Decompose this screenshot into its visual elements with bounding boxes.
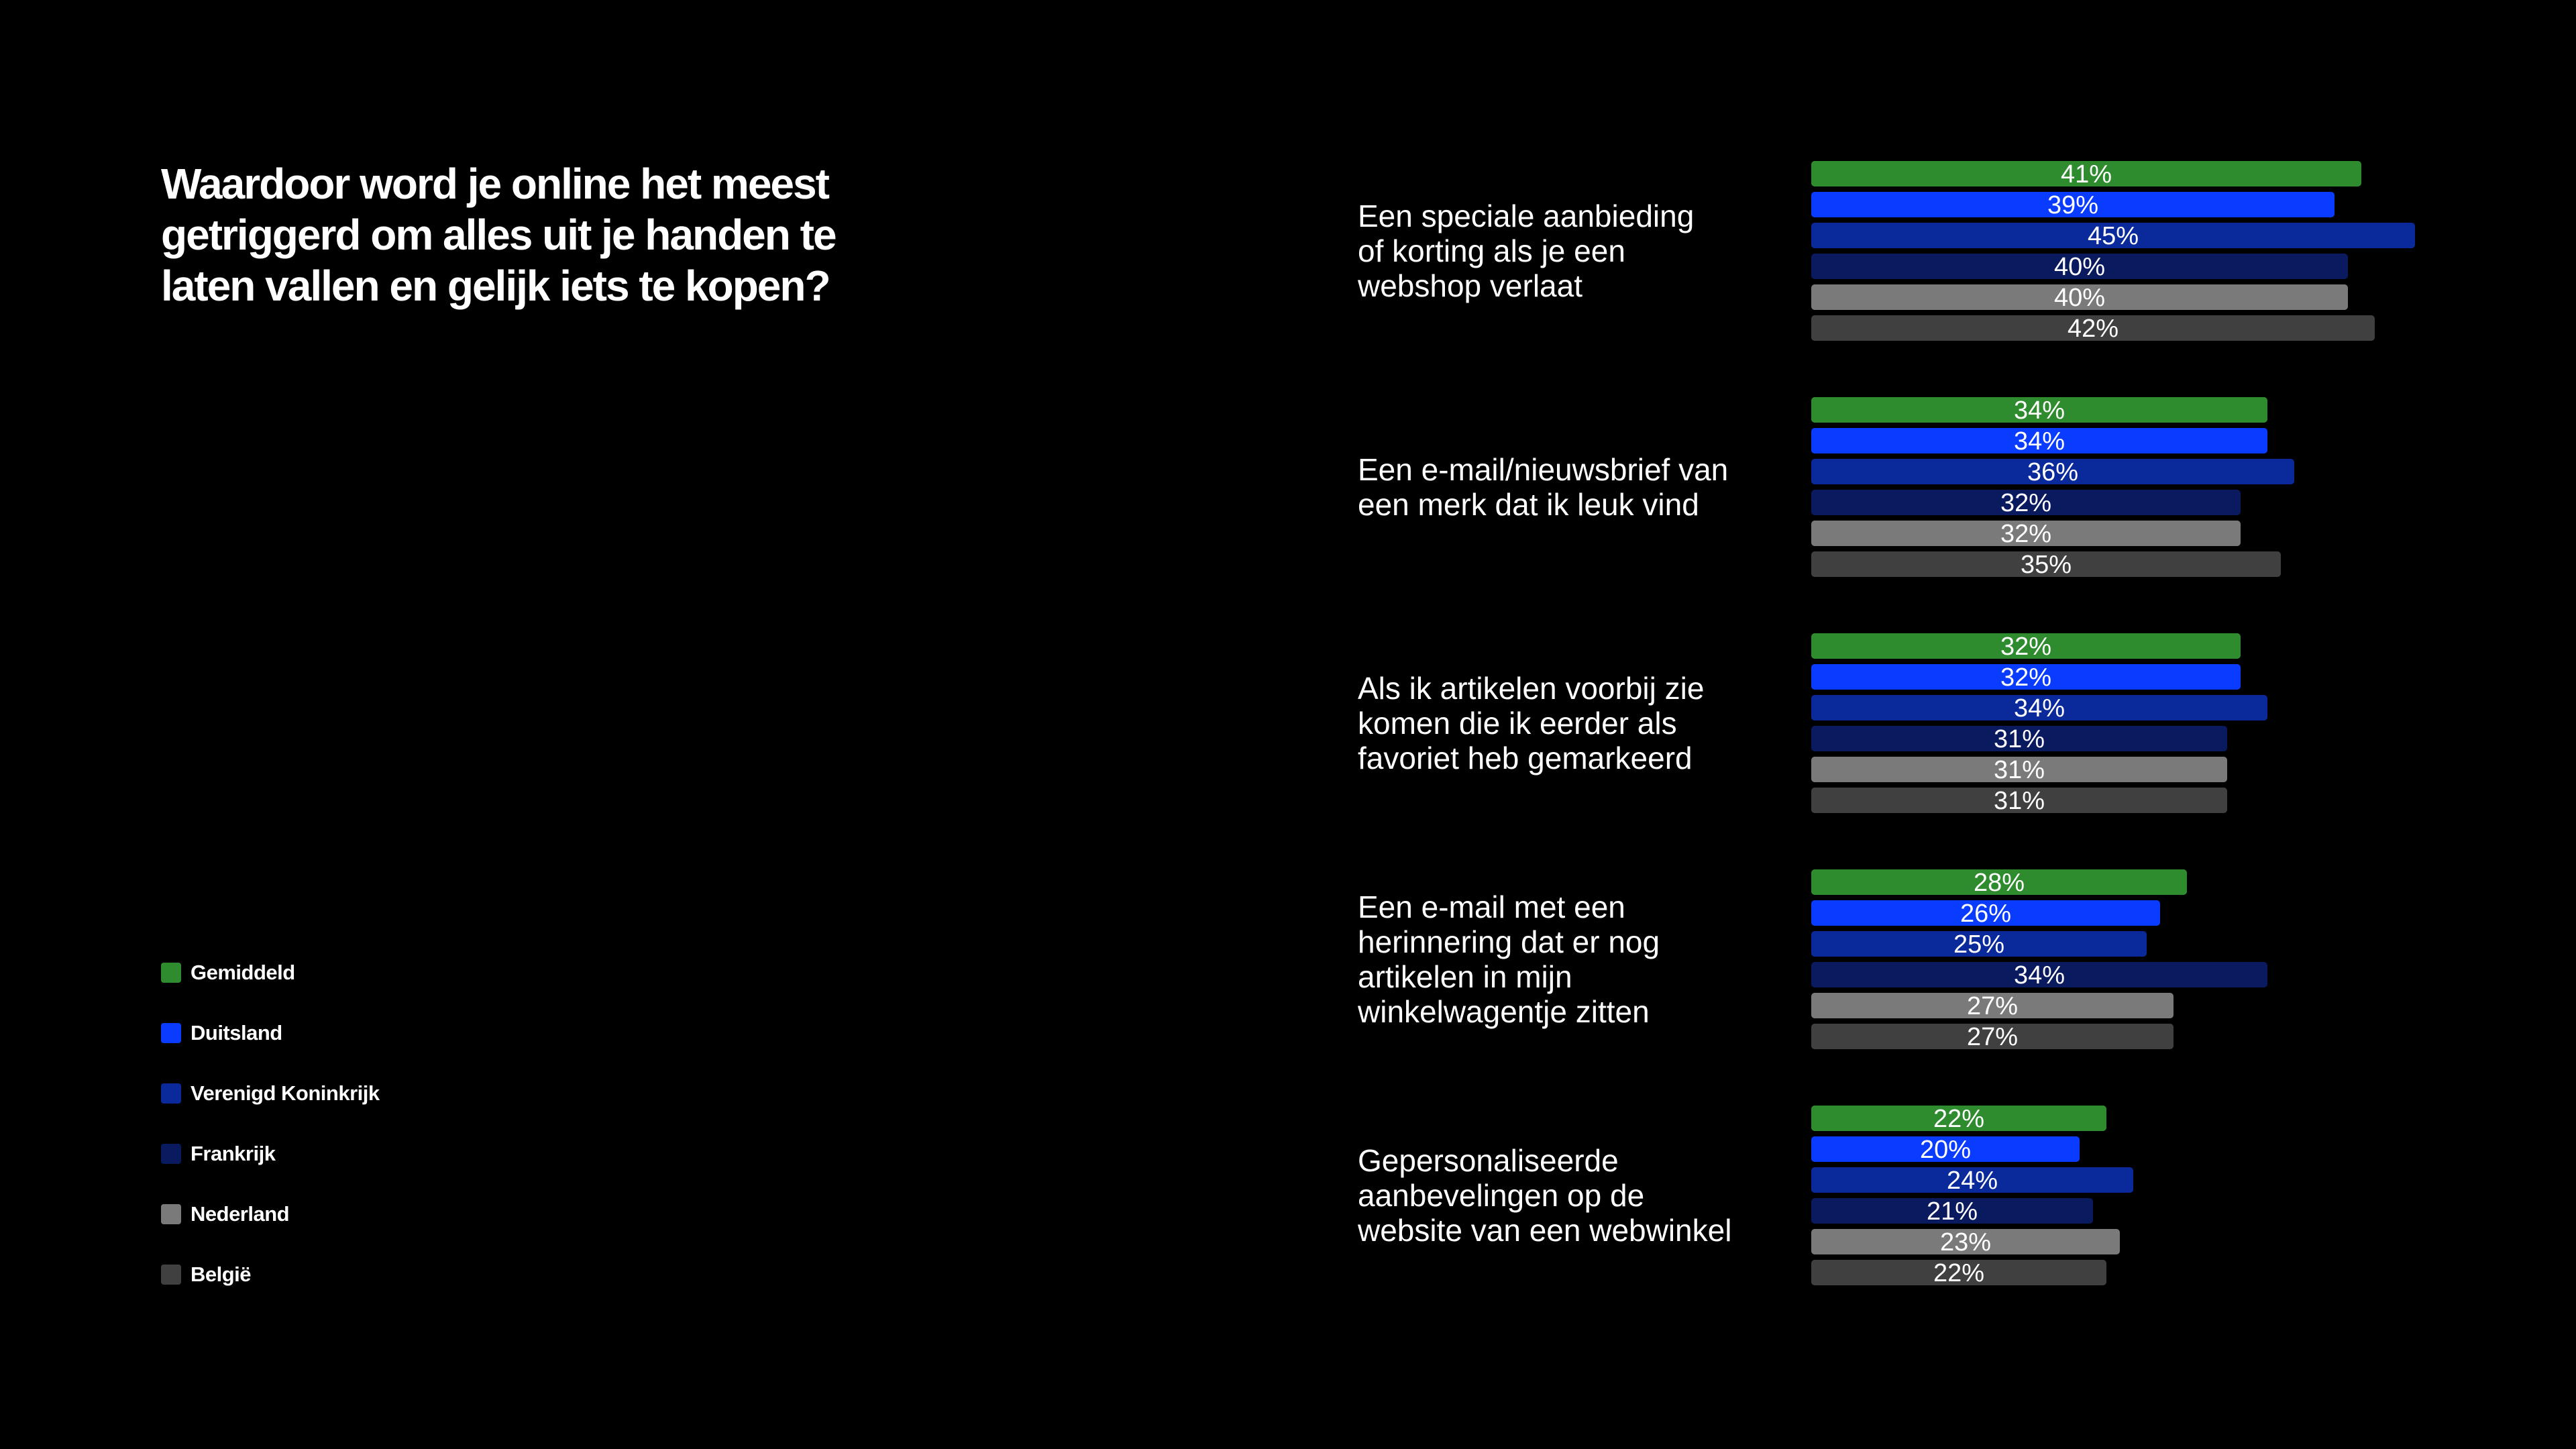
- bar-value-label: 27%: [1967, 1023, 2018, 1051]
- bar: [1811, 1260, 2106, 1285]
- bar: [1811, 459, 2294, 484]
- legend-swatch: [161, 1265, 181, 1285]
- bar-value-label: 45%: [2088, 222, 2139, 250]
- bar: [1811, 315, 2375, 341]
- category-label: Een speciale aanbieding of korting als je…: [1357, 199, 1694, 303]
- bar: [1811, 1106, 2106, 1131]
- bar: [1811, 1024, 2174, 1049]
- bar-value-label: 42%: [2068, 315, 2118, 343]
- bar: [1811, 161, 2361, 186]
- legend-swatch: [161, 963, 181, 983]
- bar-value-label: 31%: [1994, 725, 2045, 753]
- bar-value-label: 39%: [2047, 191, 2098, 219]
- bar: [1811, 284, 2348, 310]
- bar-value-label: 34%: [2014, 961, 2065, 989]
- bar: [1811, 521, 2241, 546]
- bar-value-label: 32%: [2000, 663, 2051, 692]
- bar-value-label: 40%: [2054, 253, 2105, 281]
- bar: [1811, 254, 2348, 279]
- bar-value-label: 34%: [2014, 427, 2065, 455]
- category-label: Gepersonaliseerde aanbevelingen op de webs…: [1357, 1143, 1731, 1248]
- legend-label: Verenigd Koninkrijk: [191, 1081, 380, 1105]
- bar-value-label: 23%: [1940, 1228, 1991, 1256]
- legend-swatch: [161, 1204, 181, 1224]
- legend-item: Nederland: [161, 1201, 290, 1228]
- bar-value-label: 22%: [1933, 1259, 1984, 1287]
- bar-value-label: 24%: [1947, 1167, 1998, 1195]
- category-label: Een e-mail met een herinnering dat er nog…: [1357, 890, 1660, 1029]
- legend-item: Frankrijk: [161, 1140, 276, 1167]
- legend-item: Gemiddeld: [161, 959, 295, 986]
- bar: [1811, 726, 2227, 751]
- bar: [1811, 962, 2267, 987]
- bar: [1811, 664, 2241, 690]
- bar-value-label: 35%: [2021, 551, 2072, 579]
- legend-item: Verenigd Koninkrijk: [161, 1080, 380, 1107]
- bar: [1811, 1136, 2080, 1162]
- bar-value-label: 34%: [2014, 396, 2065, 425]
- bar-value-label: 34%: [2014, 694, 2065, 722]
- bar-value-label: 26%: [1960, 900, 2011, 928]
- category-label: Als ik artikelen voorbij zie komen die ik…: [1358, 671, 1704, 775]
- legend-label: Duitsland: [191, 1021, 282, 1044]
- bar: [1811, 490, 2241, 515]
- bar-value-label: 32%: [2000, 489, 2051, 517]
- bar-value-label: 22%: [1933, 1105, 1984, 1133]
- bar-value-label: 25%: [1953, 930, 2004, 959]
- bar: [1811, 223, 2415, 248]
- legend-swatch: [161, 1023, 181, 1043]
- bar: [1811, 757, 2227, 782]
- bar: [1811, 1198, 2093, 1224]
- legend-label: Gemiddeld: [191, 961, 295, 984]
- bar-value-label: 31%: [1994, 756, 2045, 784]
- bar-value-label: 40%: [2054, 284, 2105, 312]
- bar-value-label: 21%: [1927, 1197, 1978, 1226]
- bar: [1811, 788, 2227, 813]
- bar-value-label: 32%: [2000, 633, 2051, 661]
- bar: [1811, 633, 2241, 659]
- bar-value-label: 36%: [2027, 458, 2078, 486]
- legend-item: Duitsland: [161, 1020, 282, 1046]
- bar: [1811, 869, 2187, 895]
- bar-value-label: 32%: [2000, 520, 2051, 548]
- bar: [1811, 900, 2160, 926]
- legend-label: België: [191, 1263, 252, 1286]
- bar: [1811, 931, 2147, 957]
- bar: [1811, 1167, 2133, 1193]
- bar-value-label: 28%: [1974, 869, 2025, 897]
- legend-swatch: [161, 1144, 181, 1164]
- bar-value-label: 27%: [1967, 992, 2018, 1020]
- bar: [1811, 192, 2334, 217]
- bar: [1811, 428, 2267, 453]
- chart-title: Waardoor word je online het meest getrig…: [161, 160, 837, 310]
- bar-value-label: 31%: [1994, 787, 2045, 815]
- bar-value-label: 20%: [1920, 1136, 1971, 1164]
- legend-swatch: [161, 1083, 181, 1104]
- bar: [1811, 551, 2281, 577]
- legend-label: Nederland: [191, 1202, 290, 1226]
- bar-value-label: 41%: [2061, 160, 2112, 189]
- legend-label: Frankrijk: [191, 1142, 276, 1165]
- bar: [1811, 993, 2174, 1018]
- bar: [1811, 397, 2267, 423]
- bar: [1811, 695, 2267, 720]
- category-label: Een e-mail/nieuwsbrief van een merk dat i…: [1358, 452, 1728, 522]
- bar: [1811, 1229, 2120, 1254]
- legend-item: België: [161, 1261, 252, 1288]
